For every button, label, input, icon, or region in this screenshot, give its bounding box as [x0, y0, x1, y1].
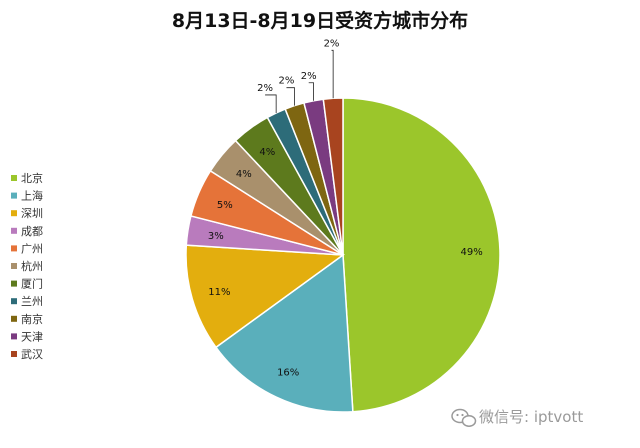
pie-slice-1 [214, 253, 354, 413]
data-label-10: 2% [324, 38, 340, 49]
leader-line-8 [286, 87, 295, 106]
legend-label-3: 成都 [21, 225, 43, 238]
data-label-6: 4% [259, 147, 275, 158]
legend-swatch-6 [11, 280, 17, 287]
legend-swatch-9 [11, 333, 17, 340]
legend-label-7: 兰州 [21, 295, 43, 308]
legend-label-5: 杭州 [21, 259, 43, 273]
legend-swatch-0 [11, 175, 17, 181]
legend-label-10: 武汉 [21, 348, 43, 361]
pie-slice-0 [342, 97, 501, 413]
legend-swatch-10 [11, 351, 17, 357]
watermark: 微信号: iptvott [451, 408, 583, 427]
legend-label-8: 南京 [21, 312, 43, 326]
legend-swatch-1 [11, 192, 17, 199]
data-label-4: 5% [217, 200, 233, 211]
data-label-8: 2% [279, 76, 295, 87]
legend-label-9: 天津 [21, 330, 43, 343]
data-label-7: 2% [257, 83, 273, 94]
data-label-9: 2% [301, 71, 317, 82]
legend-swatch-8 [11, 315, 17, 322]
wechat-icon [451, 408, 477, 427]
legend-swatch-5 [11, 263, 17, 269]
data-labels: 49% 16% 11% 3% 5% 4% 4% 2% 2% 2% 2% [208, 38, 483, 378]
legend-label-0: 北京 [21, 171, 43, 185]
data-label-0: 49% [461, 247, 483, 258]
watermark-text: 微信号: iptvott [479, 408, 583, 426]
legend-label-1: 上海 [21, 189, 43, 203]
data-label-5: 4% [236, 169, 252, 180]
legend-label-4: 广州 [21, 242, 43, 255]
legend-label-2: 深圳 [21, 207, 43, 220]
legend-swatch-3 [11, 227, 17, 234]
leader-line-9 [308, 82, 314, 101]
pie-slice-10 [322, 97, 344, 256]
legend-label-6: 厦门 [21, 277, 43, 291]
leader-line-10 [331, 49, 334, 99]
pie-slices [185, 97, 501, 413]
legend-swatch-2 [11, 210, 17, 217]
leader-line-7 [265, 94, 277, 113]
pie-slice-2 [185, 244, 346, 349]
data-label-2: 11% [208, 287, 230, 298]
label-leader-lines [265, 49, 334, 113]
chart-title: 8月13日-8月19日受资方城市分布 [172, 9, 468, 32]
legend-swatch-7 [11, 298, 17, 305]
data-label-3: 3% [208, 231, 224, 242]
legend-swatch-4 [11, 245, 17, 252]
data-label-1: 16% [277, 367, 299, 378]
